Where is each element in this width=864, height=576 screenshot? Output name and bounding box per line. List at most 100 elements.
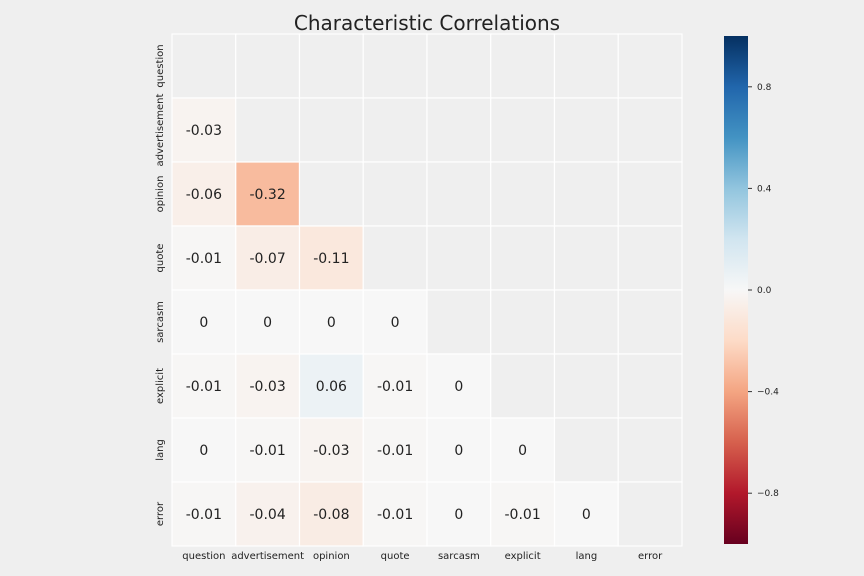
cell-value-label: -0.01 [186,251,222,267]
masked-cell [490,161,556,227]
cell-value-label: 0 [582,507,591,523]
heatmap-cell [171,481,237,547]
x-tick-label: quote [381,551,410,562]
cell-value-label: -0.01 [377,507,413,523]
cell-value-label: -0.01 [250,443,286,459]
cell-value-label: -0.32 [250,187,286,203]
masked-cell [617,97,683,163]
colorbar-gradient [724,36,748,544]
cell-value-label: 0 [327,315,336,331]
masked-cell [490,225,556,291]
axis-tick-labels: question advertisement opinion quote sarcasm… [155,44,663,562]
cell-value-label: 0 [199,443,208,459]
heatmap-cell [426,417,492,483]
x-tick-label: explicit [505,551,541,562]
masked-cell [298,161,364,227]
cell-value-label: -0.07 [250,251,286,267]
masked-cell [617,33,683,99]
heatmap-cells [171,33,683,547]
heatmap-cell [171,417,237,483]
colorbar-tick-label: −0.8 [757,489,779,499]
colorbar-tick-label: 0.4 [757,184,772,194]
colorbar: 0.8 0.4 0.0 −0.4 −0.8 [724,36,779,544]
masked-cell [171,33,237,99]
heatmap-cell [298,417,364,483]
cell-value-label: -0.11 [313,251,349,267]
x-tick-label: lang [576,551,598,562]
masked-cell [235,97,301,163]
colorbar-tick-label: 0.0 [757,286,772,296]
masked-cell [362,97,428,163]
y-tick-label: error [155,501,166,526]
cell-value-label: -0.01 [186,379,222,395]
cell-value-label: -0.01 [377,379,413,395]
colorbar-ticks: 0.8 0.4 0.0 −0.4 −0.8 [748,83,779,499]
y-tick-label: quote [155,244,166,273]
masked-cell [490,33,556,99]
masked-cell [426,161,492,227]
cell-value-label: -0.03 [250,379,286,395]
masked-cell [617,353,683,419]
masked-cell [617,161,683,227]
cell-value-label: 0 [391,315,400,331]
heatmap-cell [362,481,428,547]
cell-value-label: -0.03 [186,123,222,139]
masked-cell [553,33,619,99]
masked-cell [426,97,492,163]
heatmap-cell [298,225,364,291]
chart-title: Characteristic Correlations [294,11,560,35]
masked-cell [553,225,619,291]
cell-value-label: 0 [454,507,463,523]
masked-cell [617,289,683,355]
colorbar-tick-label: −0.4 [757,388,779,398]
y-tick-label: question [155,44,166,87]
y-tick-label: advertisement [155,93,166,166]
colorbar-tick-label: 0.8 [757,83,772,93]
cell-value-label: -0.04 [250,507,286,523]
masked-cell [426,289,492,355]
heatmap-cell [235,289,301,355]
masked-cell [553,417,619,483]
x-tick-label: question [182,551,225,562]
heatmap-cell [362,353,428,419]
masked-cell [617,481,683,547]
masked-cell [362,161,428,227]
heatmap-cell [553,481,619,547]
masked-cell [490,97,556,163]
masked-cell [298,33,364,99]
cell-value-label: -0.03 [313,443,349,459]
cell-value-label: 0 [454,443,463,459]
x-tick-label: advertisement [231,551,304,562]
x-tick-label: error [638,551,663,562]
masked-cell [362,33,428,99]
masked-cell [490,353,556,419]
cell-value-label: -0.01 [377,443,413,459]
cell-value-label: 0.06 [316,379,347,395]
y-tick-label: lang [155,439,166,461]
heatmap-cell [362,417,428,483]
masked-cell [426,225,492,291]
cell-value-label: -0.01 [505,507,541,523]
masked-cell [553,97,619,163]
heatmap-cell [490,417,556,483]
cell-value-labels: -0.03 -0.06 -0.32 -0.01 -0.07 -0.11 0 0 0 0 -0.01 -… [186,123,591,523]
masked-cell [235,33,301,99]
masked-cell [617,417,683,483]
y-tick-label: opinion [155,176,166,213]
heatmap-cell [235,161,301,227]
masked-cell [362,225,428,291]
masked-cell [490,289,556,355]
cell-value-label: 0 [263,315,272,331]
heatmap-cell [235,481,301,547]
cell-value-label: 0 [518,443,527,459]
heatmap-cell [362,289,428,355]
heatmap-cell [171,97,237,163]
heatmap-cell [490,481,556,547]
x-tick-label: sarcasm [438,551,480,562]
heatmap-cell [235,353,301,419]
cell-value-label: 0 [199,315,208,331]
cell-value-label: 0 [454,379,463,395]
heatmap-cell [235,417,301,483]
